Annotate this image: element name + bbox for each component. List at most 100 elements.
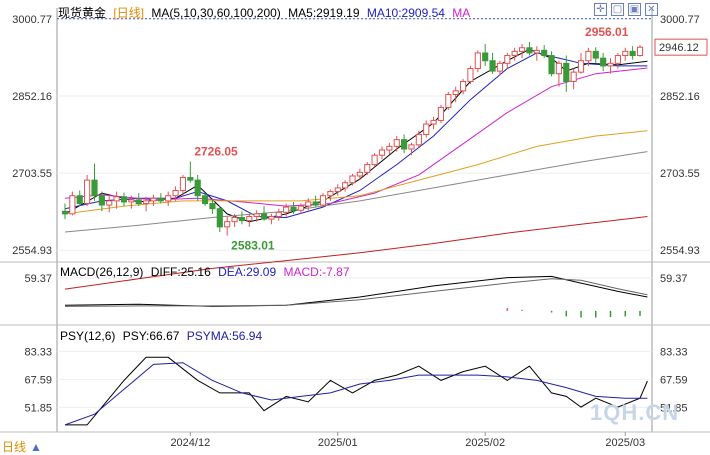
candle-body <box>113 196 120 202</box>
candle-body <box>548 55 555 75</box>
x-tick-label: 2025/03 <box>605 437 645 449</box>
candle-body <box>452 90 459 95</box>
candle-body <box>636 46 644 57</box>
candle-body <box>150 197 157 202</box>
period-label[interactable]: [日线] <box>113 6 145 20</box>
candle-body <box>600 57 607 67</box>
current-price-label: 2946.12 <box>659 42 699 54</box>
restore-icon[interactable]: ▢ <box>611 3 624 16</box>
candle-body <box>378 149 386 156</box>
candle-body <box>224 221 231 228</box>
candle-body <box>349 175 356 184</box>
price-tick-label-left: 2703.55 <box>12 168 52 180</box>
candle-body <box>423 123 430 135</box>
candle-body <box>496 62 504 72</box>
x-tick-label: 2024/12 <box>170 437 210 449</box>
candle-body <box>386 145 393 151</box>
psy-tick-label-right: 67.59 <box>660 374 688 386</box>
maximize-icon[interactable]: ▣ <box>628 3 641 16</box>
candle-body <box>283 206 290 213</box>
candle-body <box>629 50 636 57</box>
candle-body <box>401 139 408 150</box>
candle-body <box>172 190 179 197</box>
candle-body <box>165 195 172 202</box>
candle-body <box>356 171 363 177</box>
candle-body <box>393 139 400 147</box>
candle-body <box>334 187 341 193</box>
dea-value: DEA:29.09 <box>218 265 277 279</box>
candle-body <box>106 200 113 206</box>
symbol-name: 现货黄金 <box>58 6 107 20</box>
macd-line-dea <box>64 278 648 307</box>
price-annotation: 2726.05 <box>194 144 238 158</box>
candle-body <box>312 201 319 206</box>
candle-body <box>371 154 378 166</box>
candle-body <box>622 50 629 57</box>
candle-body <box>201 195 209 204</box>
psy-line-psy <box>65 356 648 426</box>
price-annotation: 2956.01 <box>585 25 629 39</box>
psyma-value: PSYMA:56.94 <box>186 329 263 343</box>
ma5-value: MA5:2919.19 <box>288 6 360 20</box>
macd-tick-label-left: 59.37 <box>24 273 52 285</box>
candle-body <box>489 60 496 72</box>
x-tick-label: 2025/02 <box>465 437 505 449</box>
ma-line-ma30 <box>64 67 648 207</box>
candle-body <box>238 217 246 222</box>
candle-body <box>408 144 415 150</box>
candle-body <box>76 195 83 204</box>
ma10-value: MA10:2909.54 <box>366 6 445 20</box>
candle-body <box>577 60 585 73</box>
candle-body <box>91 179 98 197</box>
psy-tick-label-left: 51.85 <box>24 402 52 414</box>
ma-label[interactable]: MA(5,10,30,60,100,200) <box>151 6 281 20</box>
main-header: 现货黄金 [日线] MA(5,10,30,60,100,200) MA5:291… <box>58 4 474 21</box>
watermark: 1QH.CN <box>590 400 680 425</box>
candle-body <box>342 182 349 189</box>
candle-body <box>84 179 91 204</box>
macd-header: MACD(26,12,9) DIFF:25.16 DEA:29.09 MACD:… <box>60 265 354 279</box>
macd-value: MACD:-7.87 <box>283 265 350 279</box>
candle-body <box>504 55 511 64</box>
candle-body <box>246 215 253 222</box>
candle-body <box>290 206 297 211</box>
candle-body <box>260 213 268 220</box>
x-tick-label: 2025/01 <box>318 437 358 449</box>
candle-body <box>526 47 533 54</box>
candle-body <box>607 62 614 67</box>
candle-body <box>194 179 201 197</box>
candle-body <box>253 213 260 217</box>
macd-line-diff <box>64 275 648 307</box>
psy-tick-label-left: 83.33 <box>24 346 52 358</box>
close-icon[interactable]: ✕ <box>645 3 658 16</box>
candle-body <box>187 177 194 181</box>
candle-body <box>541 49 548 57</box>
candle-body <box>511 50 518 57</box>
candle-body <box>143 200 150 204</box>
psy-value: PSY:66.67 <box>122 329 180 343</box>
period-footer[interactable]: 日线 ▲ <box>2 438 46 455</box>
psy-header: PSY(12,6) PSY:66.67 PSYMA:56.94 <box>60 329 266 343</box>
crosshair-icon[interactable]: ✛ <box>594 3 607 16</box>
candle-body <box>437 106 445 121</box>
candle-body <box>364 164 371 173</box>
price-tick-label-left: 2852.16 <box>12 91 52 103</box>
candle-body <box>570 71 577 82</box>
psy-line-psyma <box>64 362 648 426</box>
candle-body <box>614 55 621 64</box>
psy-label: PSY(12,6) <box>60 329 116 343</box>
candle-body <box>209 202 216 210</box>
candle-body <box>98 195 105 206</box>
candle-body <box>128 199 135 203</box>
candle-body <box>120 196 128 203</box>
candle-body <box>297 205 304 211</box>
candle-body <box>216 208 223 228</box>
triangle-icon: ▲ <box>30 440 42 454</box>
candle-body <box>305 201 312 207</box>
candle-body <box>61 210 69 215</box>
ma-extra: MA <box>452 6 471 20</box>
candle-body <box>179 177 187 192</box>
candle-body <box>474 52 481 70</box>
diff-value: DIFF:25.16 <box>150 265 211 279</box>
